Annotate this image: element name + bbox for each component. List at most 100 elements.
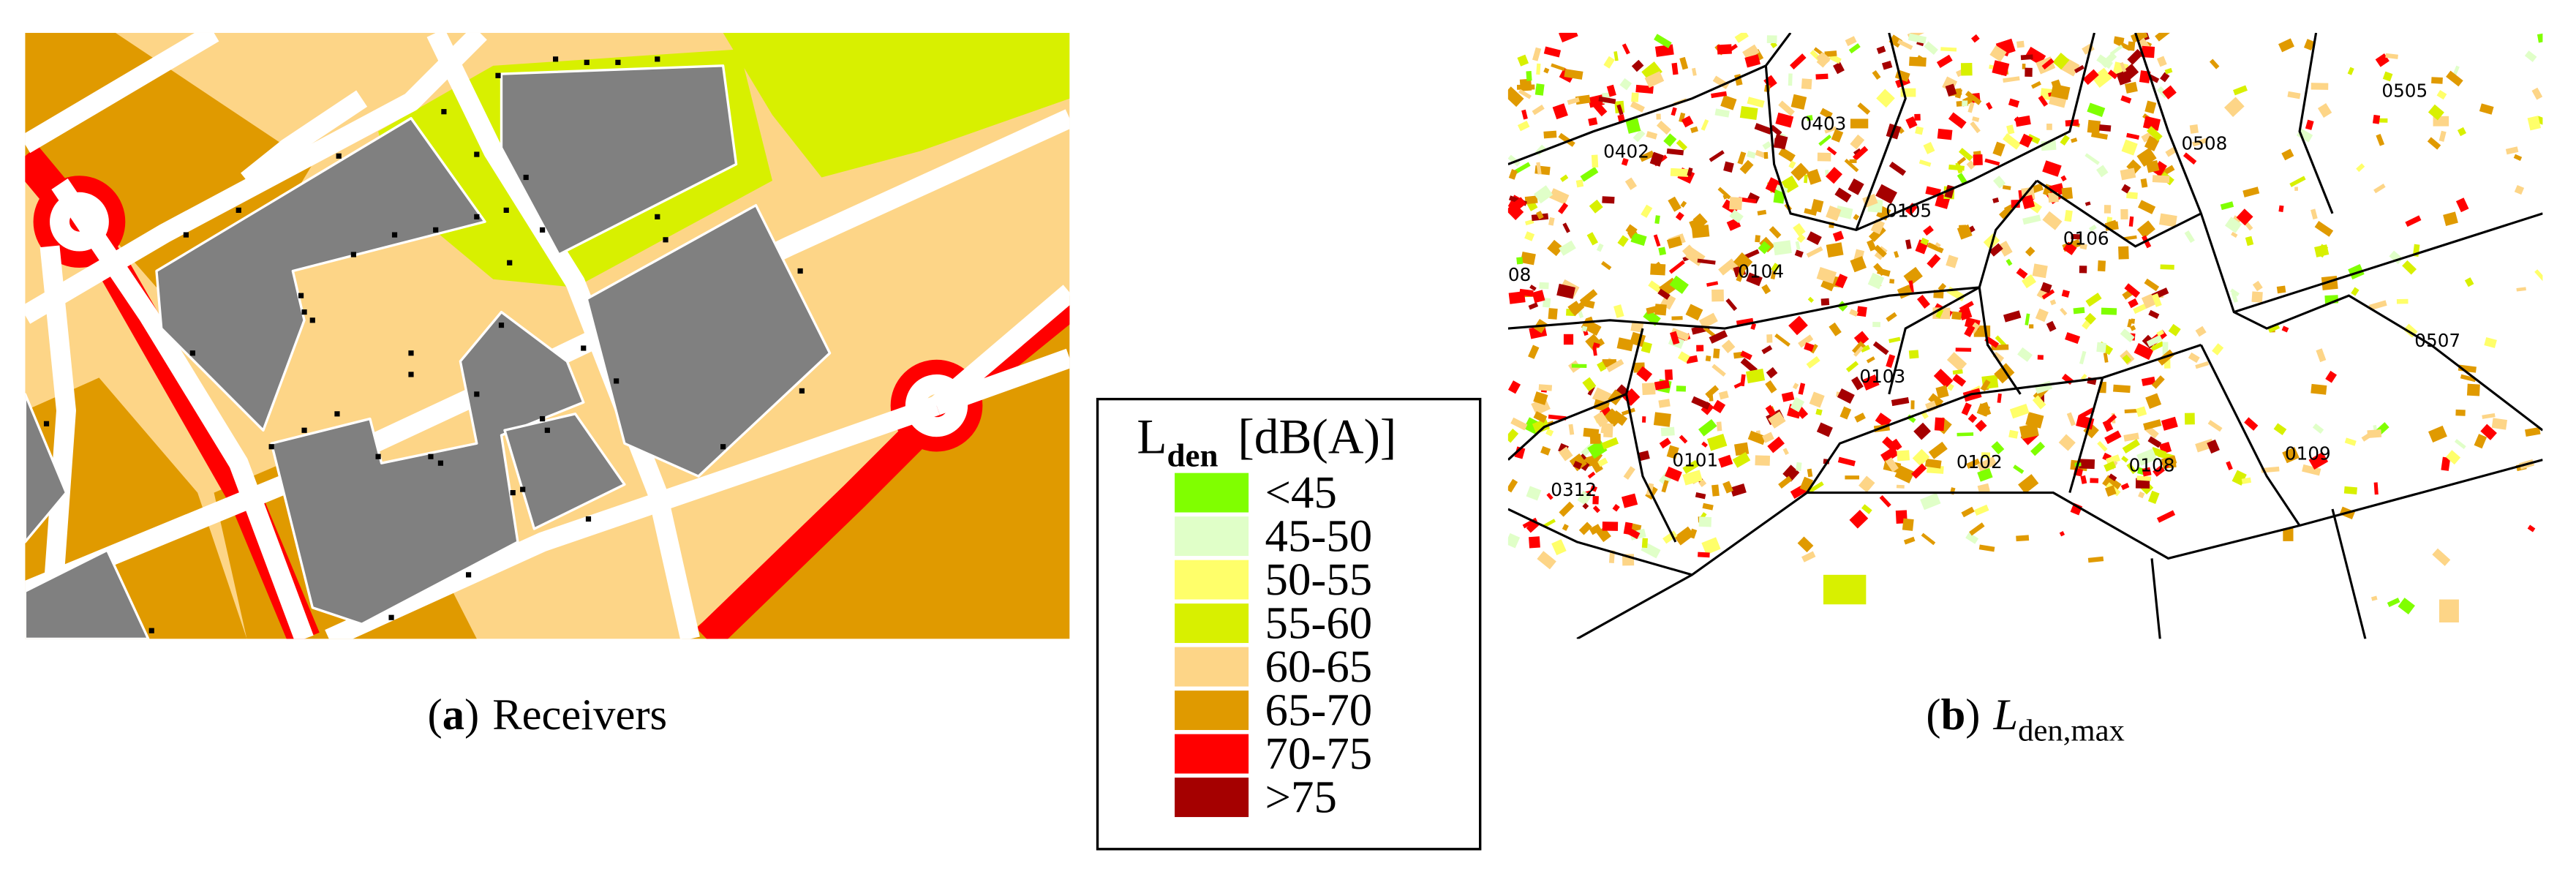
building-patch bbox=[1526, 70, 1532, 81]
building-patch bbox=[1641, 538, 1649, 549]
building-patch bbox=[1670, 168, 1689, 177]
building-patch bbox=[1592, 346, 1597, 356]
building-patch bbox=[2224, 217, 2242, 233]
caption-variable: L bbox=[1992, 690, 2018, 739]
building-patch bbox=[1844, 159, 1859, 173]
building-patch bbox=[2513, 154, 2523, 161]
building-patch bbox=[1738, 197, 1757, 204]
legend-title-unit: [dB(A)] bbox=[1238, 410, 1396, 464]
building-patch bbox=[1663, 133, 1677, 147]
building-patch bbox=[1806, 355, 1820, 369]
building-patch bbox=[1766, 366, 1778, 379]
building-patch bbox=[2212, 343, 2224, 355]
building-patch bbox=[1529, 285, 1537, 291]
caption-b: (b) Lden,max bbox=[1926, 690, 2124, 748]
district-boundary bbox=[2068, 377, 2104, 494]
legend-label: >75 bbox=[1265, 771, 1337, 822]
building-patch bbox=[1698, 516, 1712, 527]
building-patch bbox=[2156, 56, 2167, 67]
building-patch bbox=[1718, 454, 1733, 468]
building-patch bbox=[1718, 391, 1729, 400]
building-patch bbox=[2150, 446, 2167, 459]
building-patch bbox=[2048, 192, 2059, 203]
legend-swatch bbox=[1175, 778, 1249, 818]
building-patch bbox=[2164, 67, 2173, 75]
building-patch bbox=[1969, 522, 1985, 536]
building-patch bbox=[2025, 313, 2030, 325]
building-patch bbox=[2008, 429, 2019, 439]
building-patch bbox=[1641, 383, 1656, 396]
receiver bbox=[465, 572, 472, 578]
building-patch bbox=[1673, 526, 1695, 546]
building-patch bbox=[2061, 289, 2070, 298]
building-patch bbox=[2316, 348, 2327, 363]
building-patch bbox=[1765, 380, 1777, 394]
building-patch bbox=[1507, 428, 1519, 443]
district-boundary bbox=[1507, 286, 1980, 330]
building-patch bbox=[1947, 383, 1954, 391]
building-patch bbox=[1646, 131, 1658, 140]
receiver bbox=[428, 453, 434, 459]
legend-title-sub: den bbox=[1167, 437, 1219, 474]
building-patch bbox=[1966, 458, 1981, 469]
building-patch bbox=[1852, 341, 1866, 355]
building-patch bbox=[1687, 167, 1693, 176]
building-patch bbox=[2120, 64, 2139, 82]
building-patch bbox=[1590, 485, 1597, 492]
building-patch bbox=[1654, 34, 1672, 48]
building-patch bbox=[2040, 282, 2052, 294]
receiver bbox=[408, 350, 414, 356]
building-patch bbox=[2009, 403, 2030, 419]
building-patch bbox=[1664, 466, 1682, 482]
building-patch bbox=[2084, 153, 2100, 165]
building-patch bbox=[1824, 50, 1837, 58]
building-patch bbox=[2066, 412, 2076, 426]
legend-swatch bbox=[1175, 603, 1249, 644]
building-patch bbox=[1621, 493, 1638, 508]
building-patch bbox=[2022, 64, 2026, 69]
district-label: 08 bbox=[1508, 264, 1531, 285]
building-patch bbox=[2018, 474, 2039, 494]
building-patch bbox=[1997, 393, 2002, 403]
building-patch bbox=[1936, 54, 1953, 68]
building-patch bbox=[1861, 504, 1872, 515]
building-patch bbox=[1649, 151, 1664, 167]
district-labels: 0505 0403 0402 0508 0105 0106 0104 08 0507 0103 01… bbox=[1508, 80, 2460, 500]
building-patch bbox=[1818, 134, 1832, 146]
building-patch bbox=[2454, 439, 2466, 449]
building-patch bbox=[1536, 162, 1542, 175]
building-patch bbox=[1521, 109, 1528, 120]
district-boundary bbox=[2035, 179, 2202, 248]
receiver bbox=[350, 252, 357, 257]
building-patch bbox=[1972, 116, 1980, 122]
building-patch bbox=[2155, 32, 2171, 42]
building-patch bbox=[2343, 486, 2357, 494]
building-patch bbox=[1641, 341, 1652, 353]
building-patch bbox=[2314, 221, 2334, 237]
receiver bbox=[510, 490, 516, 496]
building-patch bbox=[1951, 311, 1962, 320]
building-patch bbox=[1698, 552, 1710, 558]
receiver bbox=[655, 56, 660, 62]
building-patch bbox=[1964, 324, 1976, 337]
building-patch bbox=[1801, 551, 1816, 562]
building-patch bbox=[2491, 418, 2508, 430]
building-patch bbox=[1834, 274, 1848, 289]
caption-suffix: ) bbox=[1965, 690, 1980, 739]
building-patch bbox=[2032, 263, 2048, 279]
building-patch bbox=[1888, 336, 1901, 344]
building-patch bbox=[1875, 184, 1897, 204]
building-patch bbox=[1908, 350, 1919, 359]
building-patch bbox=[1788, 315, 1808, 336]
building-patch bbox=[1630, 232, 1647, 246]
building-patch bbox=[1661, 480, 1669, 493]
building-patch bbox=[2011, 199, 2020, 208]
building-patch bbox=[2344, 437, 2357, 446]
building-patch bbox=[1659, 437, 1671, 449]
district-boundary bbox=[1855, 32, 1907, 230]
building-patch bbox=[2261, 466, 2280, 473]
building-patch bbox=[2102, 475, 2122, 493]
receiver bbox=[540, 227, 546, 233]
caption-suffix: ) bbox=[464, 690, 479, 739]
building-patch bbox=[2124, 408, 2139, 414]
